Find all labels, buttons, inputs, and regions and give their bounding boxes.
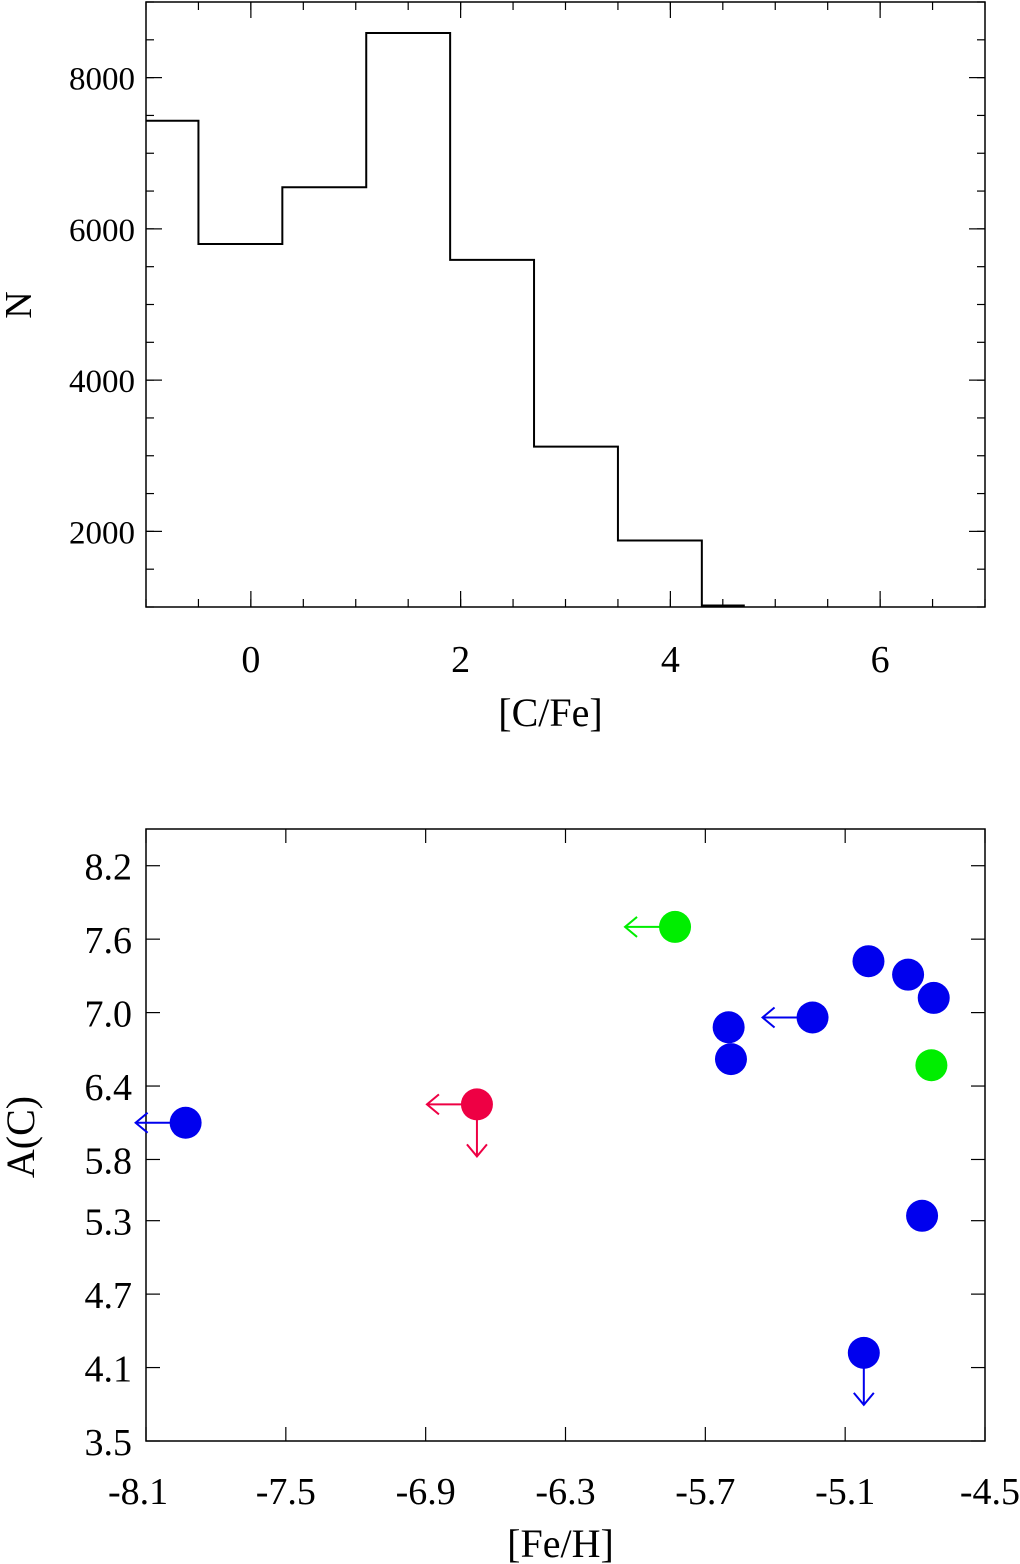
upper-limit-arrowhead-fe [134,1111,149,1134]
x-tick-label: -8.1 [108,1471,168,1513]
data-point [852,945,885,978]
x-tick-label: -6.3 [535,1471,595,1513]
y-tick-label: 5.3 [85,1202,133,1244]
data-point [892,958,925,991]
histogram-bin [450,260,534,607]
histogram-bin [618,540,702,607]
x-axis-label: [C/Fe] [498,690,602,735]
y-tick-label: 8000 [69,62,135,98]
data-point [460,1088,493,1121]
x-tick-label: 6 [871,639,890,681]
upper-limit-arrowhead-c [853,1392,875,1407]
histogram-bin [198,244,282,607]
histogram-bin [282,187,366,607]
upper-limit-arrowhead-fe [623,916,638,938]
data-point [714,1043,747,1076]
y-tick-label: 4000 [69,364,135,400]
data-point [169,1106,202,1139]
x-tick-label: -6.9 [396,1471,456,1513]
data-point [712,1011,745,1044]
histogram-bin [534,447,618,607]
upper-limit-arrowhead-c [466,1143,488,1158]
y-tick-label: 4.1 [85,1349,133,1391]
data-point [915,1049,948,1082]
upper-limit-arrowhead-fe [425,1093,440,1116]
x-tick-label: -4.5 [960,1471,1020,1513]
data-point [659,910,692,943]
x-tick-label: -5.1 [815,1471,875,1513]
y-tick-label: 6.4 [85,1067,133,1109]
y-axis-label: A(C) [0,1096,43,1178]
data-point [796,1001,829,1034]
histogram-step-line [146,32,745,607]
x-tick-label: 0 [241,639,260,681]
histogram-bin [146,121,198,607]
data-point [906,1199,939,1232]
y-tick-label: 3.5 [85,1422,133,1464]
x-tick-label: -5.7 [675,1471,735,1513]
y-axis-label: N [0,291,40,318]
data-point [917,981,950,1014]
x-tick-label: -7.5 [256,1471,316,1513]
data-point [847,1336,880,1369]
y-tick-label: 5.8 [85,1140,133,1182]
x-tick-label: 2 [451,639,470,681]
y-tick-label: 2000 [69,515,135,551]
histogram-panel: 0 2 4 6 2000 4000 6000 8000 [C/Fe] N [0,1,986,735]
scatter-panel: -8.1 -7.5 -6.9 -6.3 -5.7 -5.1 -4.5 3.5 4.1 4.7 5.3… [0,828,1020,1564]
upper-limit-arrowhead-fe [760,1006,776,1029]
y-tick-label: 8.2 [85,847,133,889]
x-axis-label: [Fe/H] [507,1521,614,1564]
y-tick-label: 7.6 [85,920,133,962]
x-tick-label: 4 [661,639,680,681]
histogram-bin [366,33,450,607]
y-tick-label: 7.0 [85,994,133,1036]
y-tick-label: 4.7 [85,1275,133,1317]
y-tick-label: 6000 [69,213,135,249]
